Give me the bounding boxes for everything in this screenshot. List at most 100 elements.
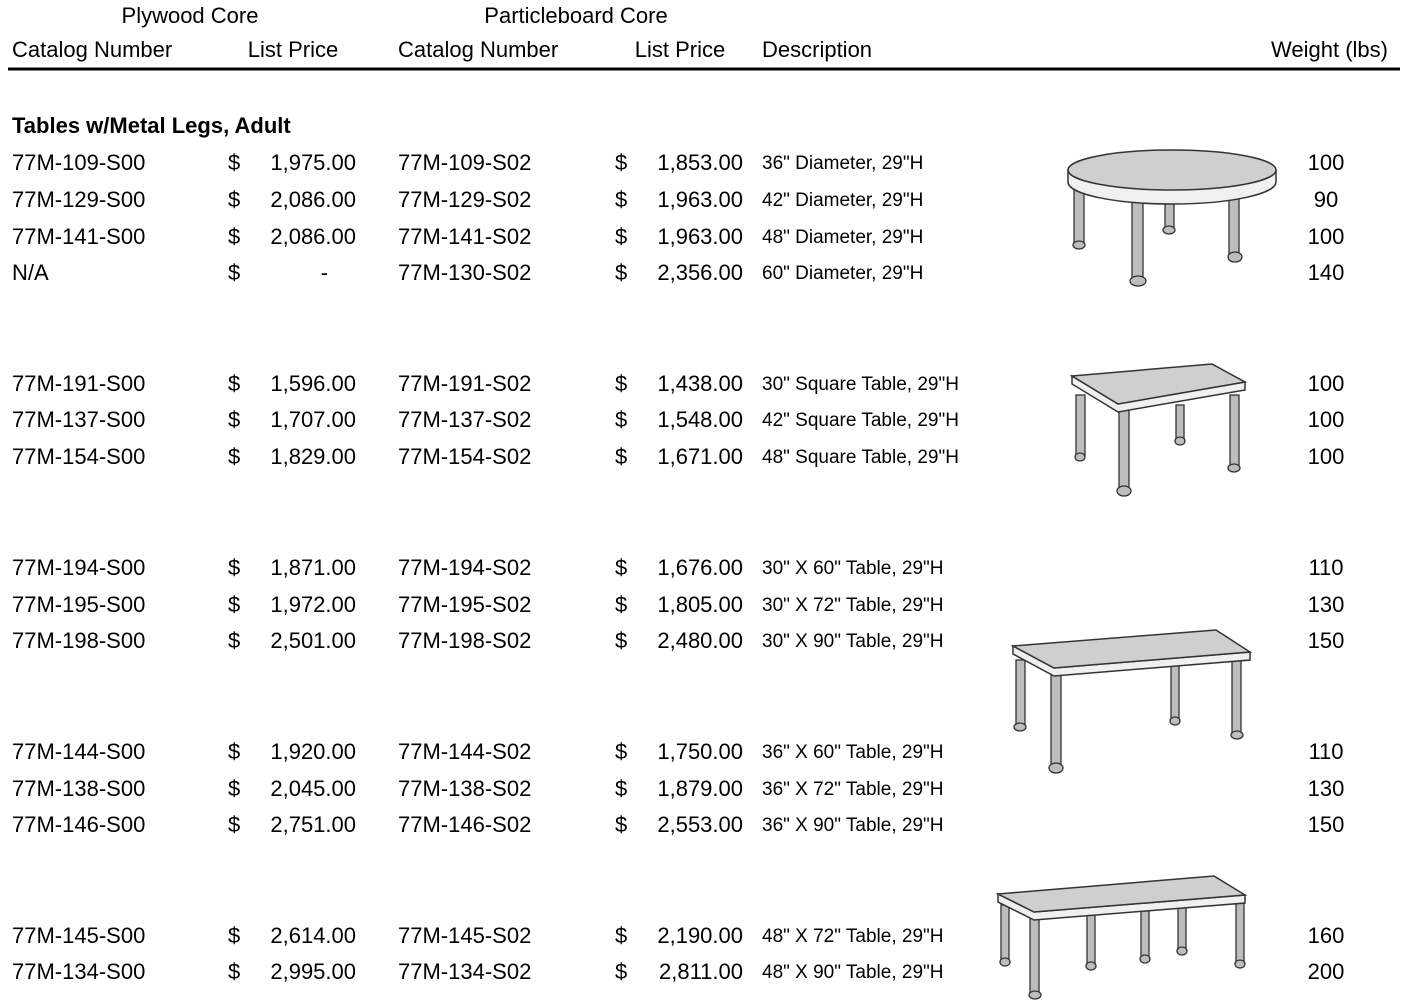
currency: $ (615, 739, 627, 764)
currency: $ (615, 555, 627, 580)
list-price: 1,853.00 (657, 150, 743, 175)
rectangle-table-image (995, 875, 1248, 1000)
catalog-number: 77M-145-S02 (398, 923, 531, 948)
currency: $ (228, 592, 240, 617)
currency: $ (228, 444, 240, 469)
catalog-number: 77M-130-S02 (398, 260, 531, 285)
column-header: Description (762, 37, 872, 62)
weight: 160 (1308, 923, 1345, 948)
description: 30" X 90" Table, 29"H (762, 631, 944, 652)
catalog-number: 77M-109-S02 (398, 150, 531, 175)
catalog-number: 77M-195-S02 (398, 592, 531, 617)
catalog-number: 77M-198-S02 (398, 628, 531, 653)
weight: 90 (1314, 187, 1338, 212)
currency: $ (615, 224, 627, 249)
catalog-number: 77M-145-S00 (12, 923, 145, 948)
weight: 140 (1308, 260, 1345, 285)
list-price: 1,750.00 (657, 739, 743, 764)
list-price: 2,553.00 (657, 812, 743, 837)
list-price: 1,963.00 (657, 224, 743, 249)
list-price: 1,879.00 (657, 776, 743, 801)
description: 30" X 72" Table, 29"H (762, 595, 944, 616)
catalog-number: 77M-137-S02 (398, 407, 531, 432)
currency: $ (228, 371, 240, 396)
catalog-number: 77M-137-S00 (12, 407, 145, 432)
description: 30" Square Table, 29"H (762, 374, 959, 395)
list-price: 2,356.00 (657, 260, 743, 285)
list-price: 1,438.00 (657, 371, 743, 396)
weight: 200 (1308, 959, 1345, 984)
description: 48" Diameter, 29"H (762, 227, 923, 248)
catalog-number: 77M-195-S00 (12, 592, 145, 617)
list-price: 1,596.00 (270, 371, 356, 396)
column-header: List Price (248, 37, 338, 62)
catalog-number: 77M-191-S00 (12, 371, 145, 396)
description: 36" Diameter, 29"H (762, 153, 923, 174)
currency: $ (228, 407, 240, 432)
weight: 150 (1308, 628, 1345, 653)
description: 48" X 90" Table, 29"H (762, 962, 944, 983)
currency: $ (615, 812, 627, 837)
list-price: 1,829.00 (270, 444, 356, 469)
currency: $ (228, 959, 240, 984)
list-price: 2,751.00 (270, 812, 356, 837)
currency: $ (615, 628, 627, 653)
catalog-number: 77M-146-S02 (398, 812, 531, 837)
column-header: Catalog Number (12, 37, 172, 62)
list-price: 1,671.00 (657, 444, 743, 469)
list-price: 2,086.00 (270, 224, 356, 249)
catalog-number: N/A (12, 260, 49, 285)
catalog-number: 77M-154-S02 (398, 444, 531, 469)
weight: 100 (1308, 224, 1345, 249)
weight: 110 (1308, 555, 1343, 580)
currency: $ (228, 224, 240, 249)
weight: 100 (1308, 407, 1345, 432)
list-price: 1,548.00 (657, 407, 743, 432)
list-price: 1,920.00 (270, 739, 356, 764)
list-price: 1,871.00 (270, 555, 356, 580)
description: 42" Diameter, 29"H (762, 190, 923, 211)
list-price: 2,480.00 (657, 628, 743, 653)
square-table-image (1069, 363, 1248, 497)
list-price: 2,614.00 (270, 923, 356, 948)
section-title: Tables w/Metal Legs, Adult (12, 113, 291, 138)
list-price: 2,086.00 (270, 187, 356, 212)
currency: $ (228, 628, 240, 653)
catalog-number: 77M-154-S00 (12, 444, 145, 469)
list-price: 2,501.00 (270, 628, 356, 653)
group-header: Plywood Core (122, 3, 259, 28)
weight: 130 (1308, 776, 1345, 801)
currency: $ (615, 150, 627, 175)
catalog-number: 77M-138-S02 (398, 776, 531, 801)
list-price: 2,811.00 (659, 959, 743, 984)
weight: 100 (1308, 444, 1345, 469)
currency: $ (228, 812, 240, 837)
description: 48" Square Table, 29"H (762, 447, 959, 468)
catalog-number: 77M-144-S00 (12, 739, 145, 764)
currency: $ (228, 150, 240, 175)
group-header: Particleboard Core (484, 3, 667, 28)
catalog-number: 77M-129-S02 (398, 187, 531, 212)
currency: $ (615, 407, 627, 432)
column-header: Weight (lbs) (1271, 37, 1388, 62)
currency: $ (228, 739, 240, 764)
currency: $ (228, 776, 240, 801)
catalog-number: 77M-134-S00 (12, 959, 145, 984)
description: 42" Square Table, 29"H (762, 410, 959, 431)
round-table-image (1067, 149, 1277, 287)
list-price: 1,707.00 (270, 407, 356, 432)
currency: $ (228, 923, 240, 948)
catalog-number: 77M-144-S02 (398, 739, 531, 764)
list-price: 1,975.00 (270, 150, 356, 175)
description: 48" X 72" Table, 29"H (762, 926, 944, 947)
catalog-number: 77M-129-S00 (12, 187, 145, 212)
description: 36" X 72" Table, 29"H (762, 779, 944, 800)
catalog-number: 77M-191-S02 (398, 371, 531, 396)
catalog-number: 77M-109-S00 (12, 150, 145, 175)
currency: $ (615, 592, 627, 617)
list-price: 2,995.00 (270, 959, 356, 984)
column-header: Catalog Number (398, 37, 558, 62)
description: 36" X 60" Table, 29"H (762, 742, 944, 763)
catalog-number: 77M-146-S00 (12, 812, 145, 837)
